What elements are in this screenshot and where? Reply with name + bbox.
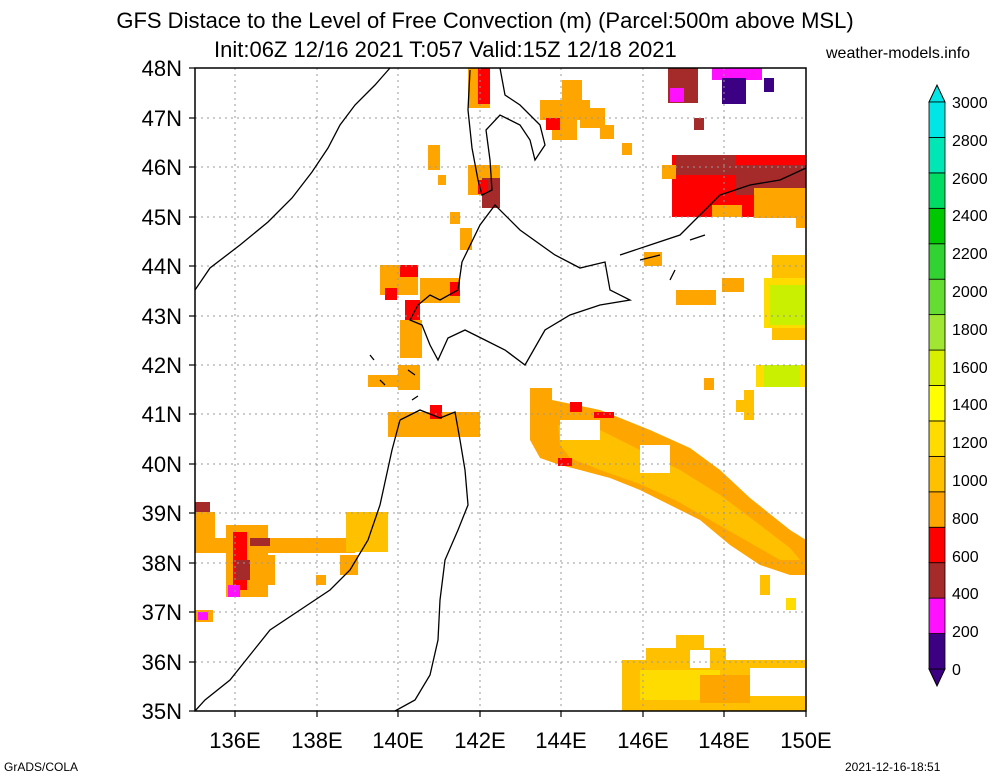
colorbar-segment [928, 562, 946, 599]
colorbar-segment [928, 137, 946, 174]
lat-label: 46N [142, 155, 182, 180]
colorbar-label: 1800 [952, 322, 988, 339]
colorbar-label: 0 [952, 662, 961, 679]
kuril-coast-2 [639, 234, 706, 281]
colorbar-label: 2200 [952, 246, 988, 263]
colorbar-label: 200 [952, 624, 979, 641]
colorbar-label: 2800 [952, 133, 988, 150]
colorbar-label: 1400 [952, 397, 988, 414]
colorbar-segment [928, 349, 946, 386]
lon-label: 138E [291, 728, 342, 753]
colorbar-label: 2400 [952, 208, 988, 225]
honshu-coast [195, 409, 469, 711]
colorbar-label: 2000 [952, 284, 988, 301]
lon-label: 136E [209, 728, 260, 753]
software-credit: GrADS/COLA [4, 760, 79, 774]
lat-label: 43N [142, 304, 182, 329]
colorbar-high-arrow [928, 83, 946, 103]
asia-coast [195, 68, 391, 291]
islands [369, 354, 419, 401]
hokkaido-coast [409, 204, 633, 366]
lat-label: 42N [142, 353, 182, 378]
lon-label: 144E [535, 728, 586, 753]
colorbar-segment [928, 455, 946, 493]
lat-label: 41N [142, 402, 182, 427]
timestamp: 2021-12-16-18:51 [845, 760, 941, 774]
colorbar-segment [928, 278, 946, 316]
coastlines [195, 68, 806, 711]
colorbar-label: 3000 [952, 95, 988, 112]
lat-label: 47N [142, 106, 182, 131]
colorbar-segment [928, 597, 946, 634]
lat-lon-grid [195, 68, 806, 711]
lat-label: 40N [142, 452, 182, 477]
colorbar-segment [928, 207, 946, 245]
lat-label: 37N [142, 600, 182, 625]
axis-ticks [189, 67, 807, 717]
colorbar-label: 800 [952, 511, 979, 528]
colorbar-segment [928, 526, 946, 564]
colorbar-segment [928, 385, 946, 422]
colorbar-segment [928, 172, 946, 209]
lat-label: 38N [142, 551, 182, 576]
lat-label: 39N [142, 501, 182, 526]
colorbar-label: 400 [952, 586, 979, 603]
chart-subtitle: Init:06Z 12/16 2021 T:057 Valid:15Z 12/1… [214, 37, 677, 62]
colorbar-segment [928, 101, 946, 138]
colorbar-segment [928, 420, 946, 457]
colorbar-low-arrow [928, 668, 946, 688]
lat-label: 44N [142, 254, 182, 279]
colorbar-label: 600 [952, 549, 979, 566]
colorbar-segment [928, 633, 946, 670]
colorbar: 3000 2800 2600 2400 2200 2000 1800 1600 … [928, 83, 988, 688]
kuril-coast [619, 167, 806, 256]
sakhalin-coast [467, 68, 546, 196]
colorbar-label: 2600 [952, 171, 988, 188]
lon-label: 146E [617, 728, 668, 753]
lon-label: 142E [454, 728, 505, 753]
colorbar-label: 1600 [952, 360, 988, 377]
lat-label: 36N [142, 650, 182, 675]
lat-label: 48N [142, 56, 182, 81]
plot-frame [194, 67, 807, 712]
colorbar-segment [928, 243, 946, 280]
lon-label: 140E [372, 728, 423, 753]
lat-label: 45N [142, 205, 182, 230]
colorbar-segment [928, 491, 946, 528]
lat-label: 35N [142, 699, 182, 724]
lon-label: 150E [780, 728, 831, 753]
colorbar-label: 1000 [952, 473, 988, 490]
colorbar-segment [928, 314, 946, 351]
lfc-distance-shading [195, 68, 806, 711]
site-credit: weather-models.info [826, 45, 971, 62]
lon-label: 148E [698, 728, 749, 753]
colorbar-label: 1200 [952, 435, 988, 452]
chart-title: GFS Distace to the Level of Free Convect… [116, 8, 854, 33]
